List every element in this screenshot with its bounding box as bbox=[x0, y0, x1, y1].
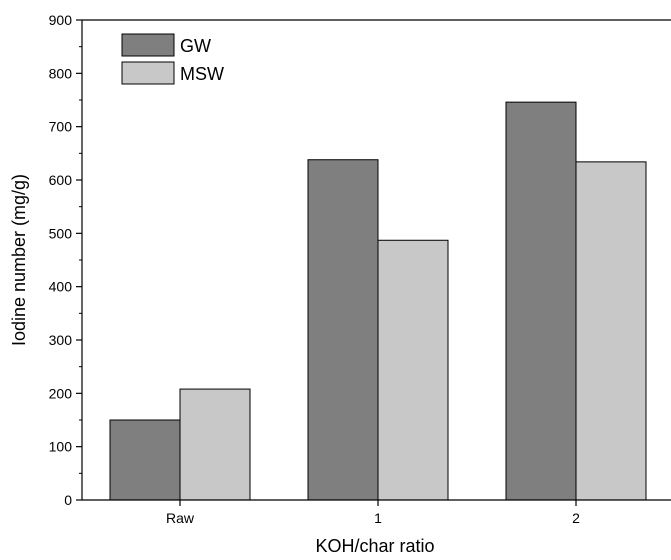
legend-swatch-gw bbox=[121, 33, 175, 57]
bar-gw-2 bbox=[505, 101, 577, 501]
bar-gw-raw bbox=[109, 419, 181, 501]
bar-gw-1 bbox=[307, 159, 379, 501]
legend-swatch-msw bbox=[121, 61, 175, 85]
y-tick-label: 400 bbox=[49, 279, 73, 295]
y-tick-label: 0 bbox=[64, 492, 72, 508]
bar-msw-raw bbox=[179, 388, 251, 501]
y-tick-label: 800 bbox=[49, 65, 73, 81]
y-axis-title: Iodine number (mg/g) bbox=[9, 174, 29, 346]
y-tick-label: 200 bbox=[49, 385, 73, 401]
bar-msw-2 bbox=[575, 161, 647, 501]
legend-label-msw: MSW bbox=[180, 64, 224, 84]
x-axis-title: KOH/char ratio bbox=[315, 536, 434, 556]
y-tick-label: 300 bbox=[49, 332, 73, 348]
x-tick-label: 2 bbox=[572, 510, 580, 526]
y-tick-label: 500 bbox=[49, 225, 73, 241]
x-ticks-group: Raw 1 2 bbox=[166, 500, 580, 526]
legend: GW MSW bbox=[121, 33, 224, 85]
bar-msw-1 bbox=[377, 239, 449, 501]
y-tick-label: 100 bbox=[49, 439, 73, 455]
y-tick-label: 600 bbox=[49, 172, 73, 188]
y-tick-label: 700 bbox=[49, 119, 73, 135]
legend-label-gw: GW bbox=[180, 36, 211, 56]
x-tick-label: Raw bbox=[166, 510, 195, 526]
y-tick-label: 900 bbox=[49, 12, 73, 28]
y-ticks-group: 0 100 200 300 400 500 600 700 800 900 bbox=[49, 12, 82, 508]
x-tick-label: 1 bbox=[374, 510, 382, 526]
bars-group bbox=[109, 101, 647, 501]
